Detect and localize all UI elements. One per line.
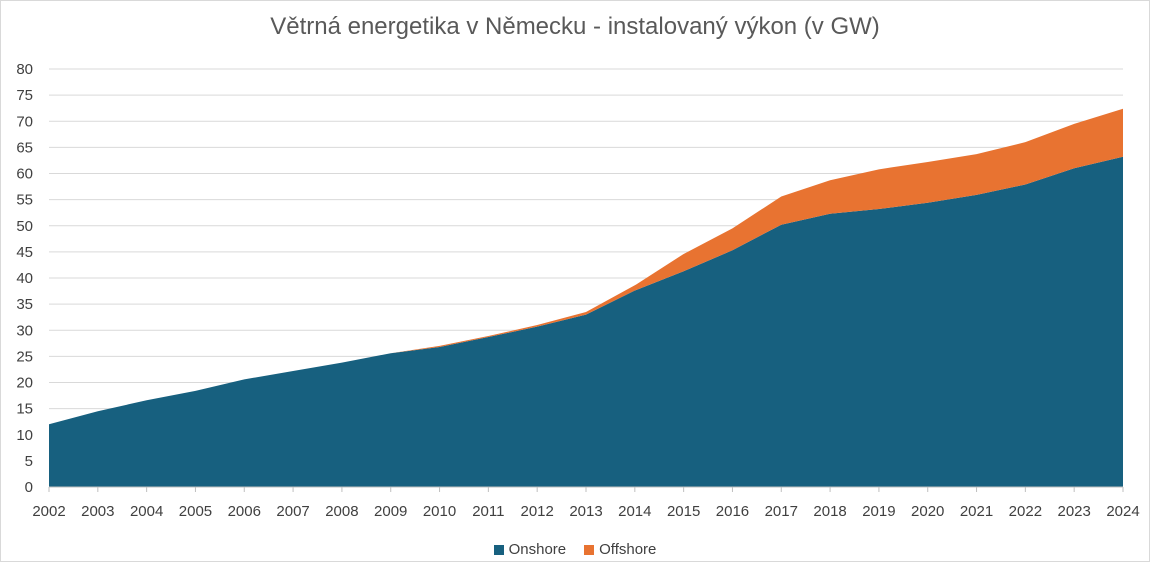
x-tick-label: 2007 <box>276 503 309 520</box>
y-tick-label: 15 <box>16 401 33 418</box>
x-tick-label: 2008 <box>325 503 358 520</box>
x-tick-label: 2019 <box>862 503 895 520</box>
x-tick-label: 2003 <box>81 503 114 520</box>
x-tick-label: 2015 <box>667 503 700 520</box>
x-tick-label: 2023 <box>1057 503 1090 520</box>
y-tick-label: 75 <box>16 87 33 104</box>
y-tick-label: 30 <box>16 322 33 339</box>
y-tick-label: 20 <box>16 375 33 392</box>
x-tick-label: 2009 <box>374 503 407 520</box>
area-onshore <box>49 156 1123 487</box>
y-tick-label: 70 <box>16 113 33 130</box>
legend-item-onshore: Onshore <box>493 541 567 558</box>
legend-label: Onshore <box>508 541 567 558</box>
x-tick-label: 2005 <box>179 503 212 520</box>
y-tick-label: 0 <box>25 479 33 496</box>
x-tick-label: 2024 <box>1106 503 1139 520</box>
x-tick-label: 2012 <box>520 503 553 520</box>
area-series <box>49 108 1123 487</box>
x-tick-label: 2014 <box>618 503 651 520</box>
x-tick-label: 2002 <box>32 503 65 520</box>
area-offshore <box>49 108 1123 425</box>
x-tick-label: 2016 <box>716 503 749 520</box>
y-tick-label: 25 <box>16 348 33 365</box>
y-tick-label: 40 <box>16 270 33 287</box>
y-tick-label: 35 <box>16 296 33 313</box>
x-tick-label: 2010 <box>423 503 456 520</box>
x-tick-label: 2020 <box>911 503 944 520</box>
legend-swatch <box>584 544 595 555</box>
legend-item-offshore: Offshore <box>584 541 656 558</box>
x-tick-label: 2022 <box>1009 503 1042 520</box>
legend: Onshore Offshore <box>1 541 1149 558</box>
x-tick-label: 2018 <box>813 503 846 520</box>
y-tick-label: 50 <box>16 218 33 235</box>
y-tick-label: 80 <box>16 61 33 78</box>
y-tick-label: 55 <box>16 192 33 209</box>
axes <box>48 486 1124 492</box>
x-tick-label: 2017 <box>765 503 798 520</box>
y-tick-label: 5 <box>25 453 33 470</box>
chart-title: Větrná energetika v Německu - instalovan… <box>270 13 880 40</box>
x-tick-label: 2011 <box>472 503 504 520</box>
x-tick-label: 2006 <box>228 503 261 520</box>
x-tick-labels: 2002 2003 2004 2005 2006 2007 2008 2009 2010 2011… <box>32 503 1139 520</box>
legend-label: Offshore <box>599 541 657 558</box>
y-tick-labels: 0 5 10 15 20 25 30 35 40 45 50 55 60 65 70 75 80 <box>16 61 33 496</box>
y-tick-label: 10 <box>16 427 33 444</box>
x-tick-label: 2021 <box>960 503 993 520</box>
x-tick-label: 2013 <box>569 503 602 520</box>
x-tick-label: 2004 <box>130 503 163 520</box>
y-tick-label: 65 <box>16 139 33 156</box>
y-tick-label: 60 <box>16 166 33 183</box>
legend-swatch <box>493 544 504 555</box>
y-tick-label: 45 <box>16 244 33 261</box>
